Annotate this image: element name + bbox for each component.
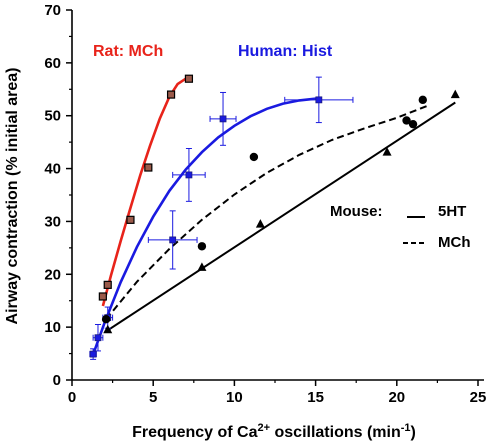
human-point	[219, 115, 227, 123]
fit-curve-triangle	[107, 101, 456, 332]
y-tick-label: 20	[44, 266, 61, 283]
x-axis-title: Frequency of Ca2+ oscillations (min-1)	[132, 422, 416, 441]
y-tick-label: 40	[44, 161, 61, 178]
human-point	[94, 334, 102, 342]
rat-point	[166, 90, 176, 99]
human-series-label: Human: Hist	[238, 43, 333, 60]
mouse-5ht-point	[197, 262, 207, 271]
human-point	[315, 96, 323, 104]
axes: 0 5 10 15 20 25 0 10 20 30 40 50 60 70	[44, 2, 486, 406]
x-tick-label: 10	[226, 389, 243, 406]
y-tick-label: 70	[44, 2, 61, 19]
mouse-5ht-point	[103, 324, 113, 334]
mouse-mch-point	[101, 315, 111, 324]
rat-point	[98, 292, 107, 301]
legend-5ht-label: 5HT	[438, 203, 466, 220]
mouse-5ht-point	[382, 147, 392, 156]
data-points	[89, 74, 460, 358]
y-tick-label: 0	[53, 372, 61, 389]
legend-mouse-label: Mouse:	[330, 203, 383, 220]
rat-series-label: Rat: MCh	[93, 43, 163, 60]
human-point	[185, 171, 193, 179]
human-point	[89, 350, 97, 358]
y-tick-label: 50	[44, 108, 61, 125]
x-tick-label: 15	[307, 389, 324, 406]
mouse-mch-point	[402, 116, 411, 125]
legend-mch-label: MCh	[438, 234, 471, 251]
y-tick-label: 60	[44, 55, 61, 72]
mouse-mch-point	[408, 119, 418, 129]
mouse-mch-point	[197, 242, 207, 251]
y-axis-title: Airway contraction (% initial area)	[4, 68, 21, 325]
x-tick-label: 25	[470, 389, 487, 406]
fit-curves	[91, 76, 456, 356]
fit-curve-square-red	[101, 76, 191, 307]
rat-point	[126, 215, 135, 224]
y-tick-label: 30	[44, 213, 61, 230]
x-ticks: 0 5 10 15 20 25	[68, 380, 487, 406]
fit-curve-circle	[105, 104, 429, 320]
mouse-5ht-point	[450, 89, 460, 99]
legend: Mouse: 5HT MCh	[330, 203, 471, 251]
x-tick-label: 5	[149, 389, 157, 406]
mouse-mch-point	[418, 95, 427, 105]
rat-point	[144, 163, 153, 172]
y-ticks: 0 10 20 30 40 50 60 70	[44, 2, 72, 389]
rat-point	[184, 74, 194, 83]
x-tick-label: 20	[388, 389, 405, 406]
mouse-mch-point	[249, 152, 259, 162]
y-tick-label: 10	[44, 319, 61, 336]
human-point	[169, 236, 177, 244]
fit-curve-square-blue	[91, 97, 319, 356]
rat-point	[103, 280, 112, 289]
mouse-5ht-point	[255, 219, 265, 228]
x-tick-label: 0	[68, 389, 76, 406]
